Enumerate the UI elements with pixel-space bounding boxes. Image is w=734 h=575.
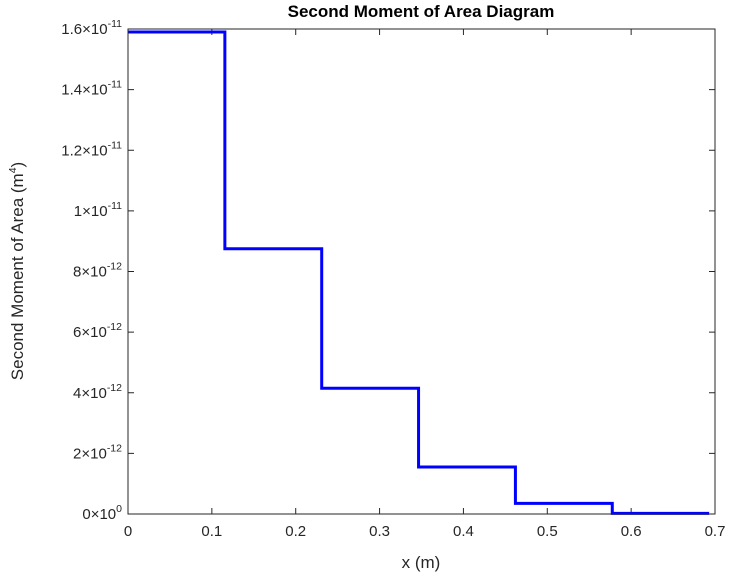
x-axis-label: x (m) [402,553,441,572]
y-tick-label-0: 0×100 [82,503,122,523]
x-tick-label-5: 0.5 [537,523,558,540]
x-tick-label-1: 0.1 [201,523,222,540]
x-tick-label-4: 0.4 [453,523,474,540]
x-tick-label-0: 0 [124,523,132,540]
series-layer [128,30,710,515]
y-axis-label: Second Moment of Area (m4) [7,162,27,380]
y-tick-label-1: 2×10-12 [73,442,122,462]
x-axis: 0 0.1 0.2 0.3 0.4 0.5 0.6 0.7 [124,29,726,540]
chart-title: Second Moment of Area Diagram [288,2,555,21]
x-tick-label-7: 0.7 [705,523,726,540]
y-axis-label-text: Second Moment of Area (m [8,173,27,380]
x-tick-label-2: 0.2 [285,523,306,540]
y-tick-label-6: 1.2×10-11 [61,139,122,159]
y-tick-label-8: 1.6×10-11 [61,18,122,38]
plot-area [128,29,715,514]
y-tick-label-5: 1×10-11 [74,200,122,220]
y-tick-label-3: 6×10-12 [73,321,122,341]
y-axis: 0×100 2×10-12 4×10-12 6×10-12 8×10-12 1×10-11… [61,18,715,523]
x-tick-label-3: 0.3 [369,523,390,540]
y-tick-label-2: 4×10-12 [73,382,122,402]
y-axis-label-superscript: 4 [7,167,19,173]
axes-box [127,28,716,515]
y-axis-label-suffix: ) [8,162,27,168]
series-line-0 [128,30,710,515]
x-tick-label-6: 0.6 [621,523,642,540]
y-tick-label-7: 1.4×10-11 [61,79,122,99]
y-tick-label-4: 8×10-12 [73,261,122,281]
